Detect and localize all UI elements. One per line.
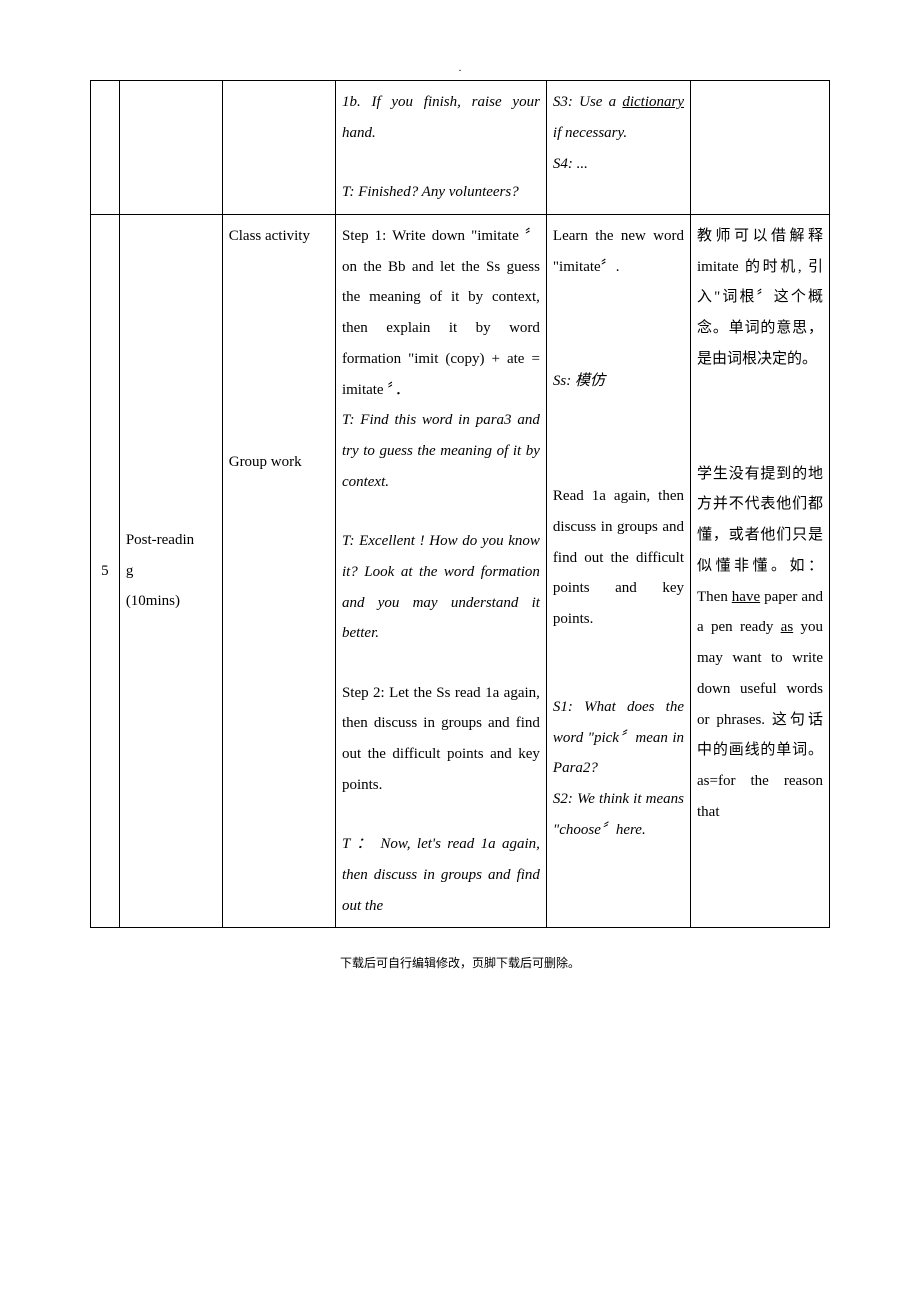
student-text: Ss: 模仿 bbox=[553, 366, 684, 397]
teacher-text: Step 2: Let the Ss read 1a again, then d… bbox=[342, 678, 540, 801]
student-text: Learn the new word "imitate〞. bbox=[553, 221, 684, 283]
note-text: 教师可以借解释 imitate 的时机, 引入"词根〞这个概念。单词的意思，是由… bbox=[697, 221, 823, 375]
student-text: S2: We think it means "choose〞here. bbox=[553, 784, 684, 846]
teacher-text: 1b. If you finish, raise your hand. bbox=[342, 87, 540, 149]
activity-text: Group work bbox=[229, 447, 329, 478]
table-row: 1b. If you finish, raise your hand. T: F… bbox=[91, 81, 830, 215]
lesson-table: 1b. If you finish, raise your hand. T: F… bbox=[90, 80, 830, 928]
cell-student: S3: Use a dictionary if necessary. S4: .… bbox=[546, 81, 690, 215]
teacher-text: T: Find this word in para3 and try to gu… bbox=[342, 405, 540, 497]
cell-activity bbox=[222, 81, 335, 215]
teacher-text: T: Excellent ! How do you know it? Look … bbox=[342, 526, 540, 649]
cell-idx: 5 bbox=[91, 214, 120, 928]
cell-stage: Post-readin g (10mins) bbox=[119, 214, 222, 928]
teacher-text: T: Finished? Any volunteers? bbox=[342, 177, 540, 208]
cell-idx bbox=[91, 81, 120, 215]
stage-text: (10mins) bbox=[126, 586, 216, 617]
teacher-text: T ： Now, let's read 1a again, then discu… bbox=[342, 829, 540, 921]
stage-text: Post-readin bbox=[126, 525, 216, 556]
cell-stage bbox=[119, 81, 222, 215]
student-text-underline: dictionary bbox=[622, 94, 684, 110]
cell-note bbox=[691, 81, 830, 215]
cell-teacher: 1b. If you finish, raise your hand. T: F… bbox=[335, 81, 546, 215]
teacher-text: Step 1: Write down "imitate 〞 on the Bb … bbox=[342, 221, 540, 406]
table-row: 5 Post-readin g (10mins) Class activity … bbox=[91, 214, 830, 928]
header-dot: . bbox=[459, 62, 462, 74]
page-footer: 下载后可自行编辑修改，页脚下载后可删除。 bbox=[90, 954, 830, 971]
activity-text: Class activity bbox=[229, 221, 329, 252]
student-text: Read 1a again, then discuss in groups an… bbox=[553, 481, 684, 635]
student-text: S4: ... bbox=[553, 149, 684, 180]
student-text: if necessary. bbox=[553, 125, 627, 141]
cell-note: 教师可以借解释 imitate 的时机, 引入"词根〞这个概念。单词的意思，是由… bbox=[691, 214, 830, 928]
cell-student: Learn the new word "imitate〞. Ss: 模仿 Rea… bbox=[546, 214, 690, 928]
student-text: S3: Use a bbox=[553, 94, 622, 110]
cell-activity: Class activity Group work bbox=[222, 214, 335, 928]
student-text: S1: What does the word "pick〞mean in Par… bbox=[553, 692, 684, 784]
row-index: 5 bbox=[101, 563, 109, 579]
note-text: 学生没有提到的地方并不代表他们都懂，或者他们只是似懂非懂。如：Then have… bbox=[697, 459, 823, 828]
cell-teacher: Step 1: Write down "imitate 〞 on the Bb … bbox=[335, 214, 546, 928]
stage-text: g bbox=[126, 556, 216, 587]
